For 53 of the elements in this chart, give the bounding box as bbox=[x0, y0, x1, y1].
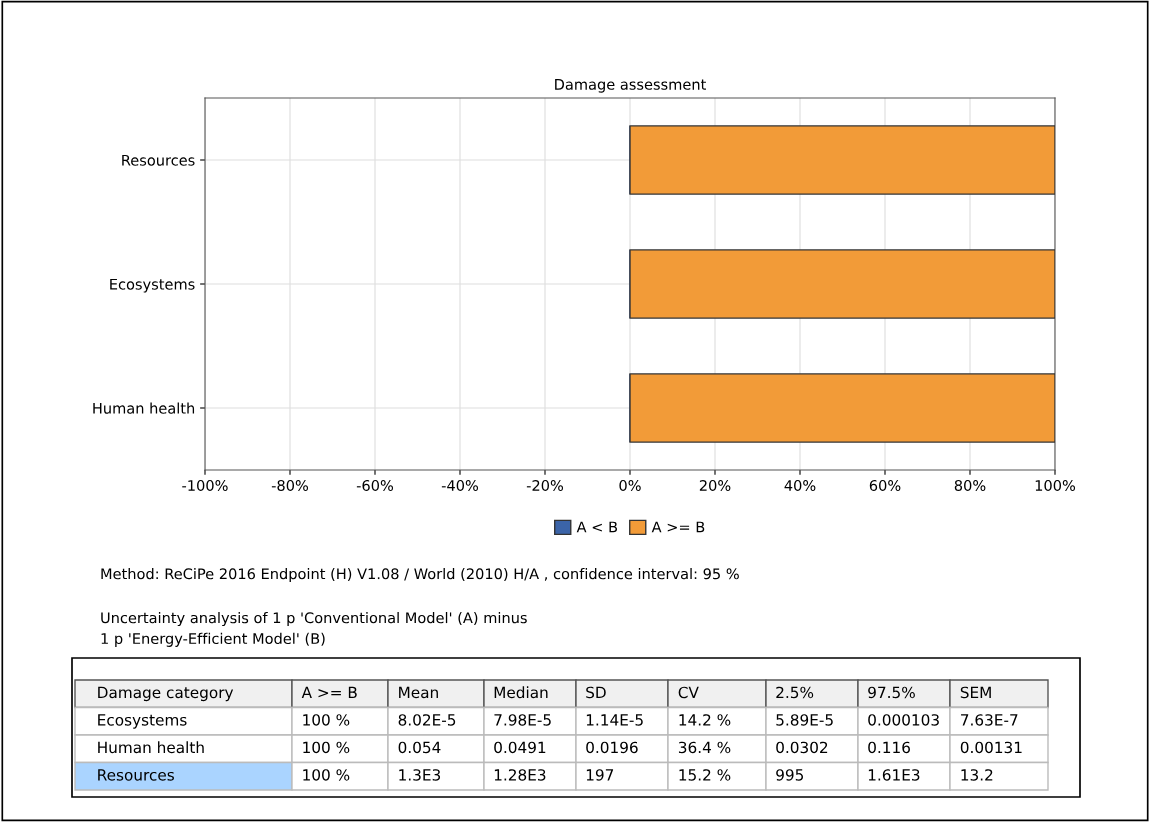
text: 0.0196 bbox=[586, 741, 638, 754]
text: Uncertainty analysis of 1 p 'Conventional Model' (A) minus 1 p 'Energy-Efficient Model' (B) bbox=[101, 612, 527, 647]
text: 0.000103 bbox=[868, 714, 939, 726]
y-tick-label: Human health bbox=[93, 402, 195, 414]
text: 1.28E3 bbox=[494, 769, 546, 781]
text: 13.2 bbox=[961, 769, 993, 781]
text: SEM bbox=[960, 686, 991, 699]
x-tick-label: -80% bbox=[271, 479, 309, 492]
x-tick-label: 0% bbox=[619, 479, 641, 492]
text: CV bbox=[678, 686, 699, 699]
text: 14.2 % bbox=[679, 714, 731, 726]
chart-title: Damage assessment bbox=[555, 79, 706, 93]
y-tick-label: Ecosystems bbox=[110, 278, 195, 293]
text: 0.116 bbox=[868, 741, 910, 754]
x-tick-label: 80% bbox=[954, 479, 986, 492]
text: 100 % bbox=[303, 714, 350, 726]
text: 7.63E-7 bbox=[961, 714, 1018, 726]
x-tick-label: -20% bbox=[526, 479, 564, 492]
text: 1.14E-5 bbox=[586, 714, 643, 726]
text: 1.3E3 bbox=[399, 769, 441, 781]
text: 36.4 % bbox=[678, 741, 731, 754]
x-tick-label: -40% bbox=[441, 479, 479, 492]
x-tick-label: 40% bbox=[784, 479, 816, 492]
x-tick-label: 20% bbox=[699, 479, 731, 492]
text: 1.61E3 bbox=[868, 769, 920, 781]
text: Method: ReCiPe 2016 Endpoint (H) V1.08 / World (2010) H/A , confidence interval: 95 % bbox=[101, 568, 739, 583]
text: 5.89E-5 bbox=[776, 714, 833, 726]
text: 0.054 bbox=[398, 741, 441, 754]
x-tick-label: -100% bbox=[182, 479, 228, 492]
text: 0.0491 bbox=[494, 741, 546, 754]
x-tick-label: -60% bbox=[356, 479, 394, 492]
text: Resources bbox=[98, 769, 174, 781]
text: 7.98E-5 bbox=[494, 714, 551, 726]
x-tick-label: 60% bbox=[869, 479, 901, 492]
text: 995 bbox=[776, 769, 804, 781]
text: 97.5% bbox=[868, 686, 915, 699]
text: Median bbox=[494, 686, 548, 699]
text: SD bbox=[586, 686, 606, 699]
y-tick-label: Resources bbox=[122, 154, 195, 166]
text: A >= B bbox=[301, 686, 357, 698]
text: 0.0302 bbox=[776, 741, 828, 754]
text: 100 % bbox=[303, 769, 350, 781]
text: 0.00131 bbox=[960, 741, 1022, 754]
legend-label: A >= B bbox=[651, 521, 705, 533]
text: Mean bbox=[399, 686, 438, 699]
text: 197 bbox=[586, 769, 614, 781]
x-tick-label: 100% bbox=[1035, 479, 1076, 492]
legend-label: A < B bbox=[576, 521, 618, 533]
text: Damage category bbox=[98, 686, 234, 702]
text: 8.02E-5 bbox=[398, 714, 456, 726]
text: 100 % bbox=[303, 741, 350, 754]
text: 2.5% bbox=[776, 686, 814, 699]
text: 15.2 % bbox=[679, 769, 731, 781]
